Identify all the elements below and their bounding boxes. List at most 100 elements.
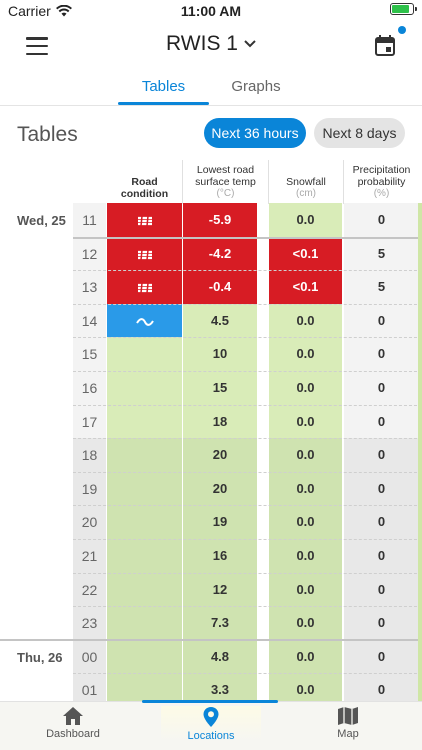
row-divider	[73, 237, 422, 239]
location-pin-icon	[203, 707, 219, 727]
table-row: 19 20 0.0 0	[0, 472, 422, 506]
menu-button[interactable]	[26, 37, 48, 55]
scroll-edge-strip	[418, 203, 422, 701]
status-time: 11:00 AM	[180, 3, 242, 19]
map-icon	[338, 707, 358, 725]
snowfall-cell: 0.0	[269, 673, 342, 701]
road-condition-cell	[107, 438, 182, 472]
nav-dashboard[interactable]: Dashboard	[23, 706, 123, 740]
tab-graphs[interactable]: Graphs	[231, 78, 281, 95]
hour-cell: 01	[73, 673, 106, 701]
day-label: Thu, 26	[17, 650, 63, 665]
road-condition-cell	[107, 573, 182, 607]
road-condition-cell	[107, 472, 182, 506]
hour-cell: 17	[73, 405, 106, 439]
precipitation-cell: 0	[344, 405, 419, 439]
temp-cell: 16	[183, 539, 257, 573]
road-condition-cell	[107, 371, 182, 405]
precipitation-cell: 5	[344, 270, 419, 304]
day-divider	[0, 639, 422, 641]
row-divider	[73, 270, 422, 271]
precipitation-cell: 0	[344, 472, 419, 506]
snowfall-cell: 0.0	[269, 573, 342, 607]
table-row: 23 7.3 0.0 0	[0, 606, 422, 640]
table-row: 14 4.5 0.0 0	[0, 304, 422, 338]
precipitation-cell: 0	[344, 337, 419, 371]
calendar-icon[interactable]	[374, 34, 396, 56]
hour-cell: 12	[73, 237, 106, 271]
snowfall-cell: 0.0	[269, 405, 342, 439]
hour-cell: 19	[73, 472, 106, 506]
snowfall-cell: 0.0	[269, 505, 342, 539]
road-condition-cell	[107, 203, 182, 237]
row-divider	[73, 673, 422, 674]
road-condition-cell	[107, 673, 182, 701]
row-divider	[73, 337, 422, 338]
temp-cell: 7.3	[183, 606, 257, 640]
row-divider	[73, 606, 422, 607]
snowfall-cell: 0.0	[269, 640, 342, 674]
tab-active-indicator	[118, 102, 209, 105]
status-bar: Carrier 11:00 AM	[0, 0, 422, 22]
hour-cell: 13	[73, 270, 106, 304]
row-divider	[73, 304, 422, 305]
snowfall-cell: 0.0	[269, 539, 342, 573]
snowfall-cell: 0.0	[269, 337, 342, 371]
next-36-hours-chip[interactable]: Next 36 hours	[204, 118, 306, 148]
col-header-road-temp: Lowest road surface temp (°C)	[195, 164, 256, 199]
notification-dot	[398, 26, 406, 34]
col-header-road-condition: Road condition	[120, 176, 169, 200]
hour-cell: 18	[73, 438, 106, 472]
tab-tables[interactable]: Tables	[141, 78, 186, 95]
table-row: 17 18 0.0 0	[0, 405, 422, 439]
table-row: 15 10 0.0 0	[0, 337, 422, 371]
temp-cell: 20	[183, 472, 257, 506]
station-name: RWIS 1	[166, 32, 238, 55]
row-divider	[73, 405, 422, 406]
carrier-label: Carrier	[8, 3, 51, 19]
table-row: 20 19 0.0 0	[0, 505, 422, 539]
hour-cell: 15	[73, 337, 106, 371]
temp-cell: 19	[183, 505, 257, 539]
nav-locations[interactable]: Locations	[161, 706, 261, 742]
hour-cell: 16	[73, 371, 106, 405]
station-dropdown[interactable]: RWIS 1	[166, 32, 256, 56]
precipitation-cell: 0	[344, 640, 419, 674]
snowfall-cell: 0.0	[269, 371, 342, 405]
precipitation-cell: 5	[344, 237, 419, 271]
road-condition-cell	[107, 606, 182, 640]
hour-cell: 11	[73, 203, 106, 237]
view-tabs: Tables Graphs	[0, 72, 422, 106]
temp-cell: 12	[183, 573, 257, 607]
status-left: Carrier	[8, 3, 72, 19]
precipitation-cell: 0	[344, 539, 419, 573]
road-condition-cell	[107, 505, 182, 539]
row-divider	[73, 371, 422, 372]
precipitation-cell: 0	[344, 573, 419, 607]
row-divider	[73, 438, 422, 439]
road-condition-cell	[107, 304, 182, 338]
forecast-table[interactable]: 11 -5.9 0.0 0 12 -4.2 <0.1 5 13 -0.4 <0.1 5 14 4.5 0.0…	[0, 203, 422, 701]
snowfall-cell: <0.1	[269, 270, 342, 304]
temp-cell: 4.8	[183, 640, 257, 674]
next-8-days-chip[interactable]: Next 8 days	[314, 118, 405, 148]
temp-cell: 10	[183, 337, 257, 371]
snowfall-cell: 0.0	[269, 438, 342, 472]
road-condition-cell	[107, 640, 182, 674]
frost-icon	[137, 282, 152, 293]
bottom-nav: Dashboard Locations Map	[0, 700, 422, 750]
nav-map[interactable]: Map	[298, 706, 398, 740]
row-divider	[73, 573, 422, 574]
snowfall-cell: 0.0	[269, 203, 342, 237]
frost-icon	[137, 215, 152, 226]
battery-icon	[390, 3, 417, 15]
hour-cell: 00	[73, 640, 106, 674]
table-row: 00 4.8 0.0 0	[0, 640, 422, 674]
precipitation-cell: 0	[344, 673, 419, 701]
app-header: RWIS 1	[0, 22, 422, 68]
table-row: 22 12 0.0 0	[0, 573, 422, 607]
day-label: Wed, 25	[17, 213, 66, 228]
row-divider	[73, 505, 422, 506]
temp-cell: 4.5	[183, 304, 257, 338]
precipitation-cell: 0	[344, 304, 419, 338]
